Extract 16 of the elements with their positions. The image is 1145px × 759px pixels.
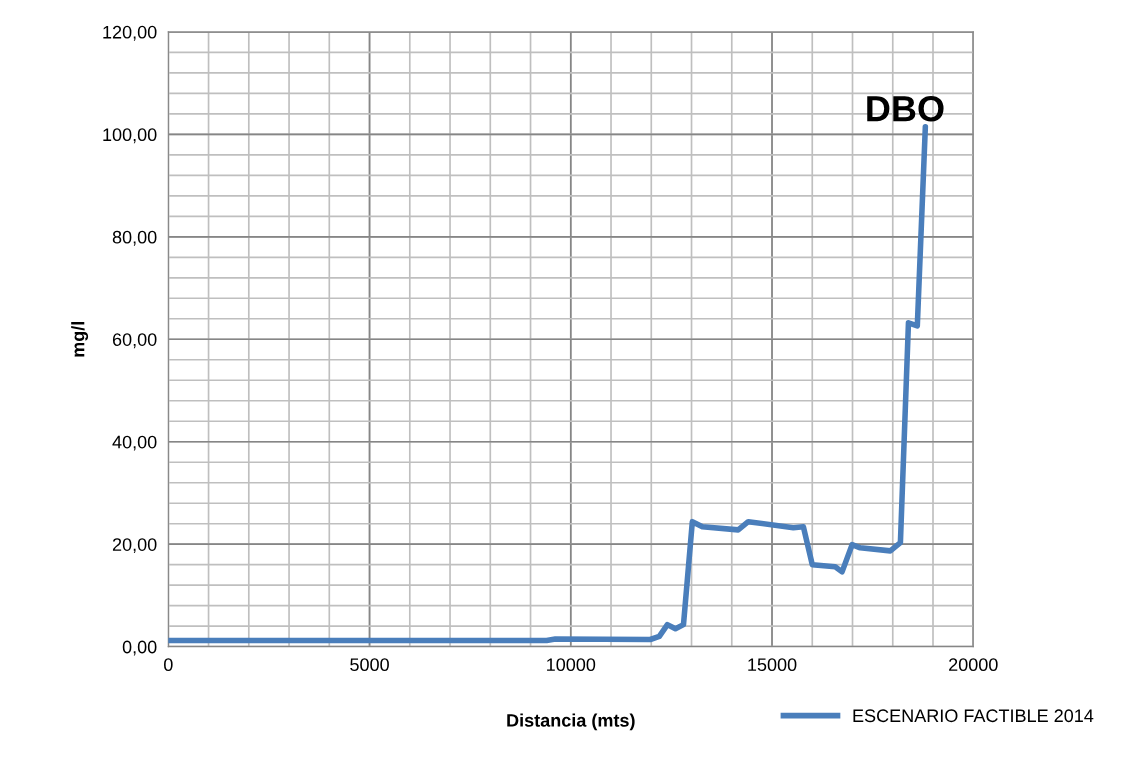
y-tick-label: 100,00 [103,128,157,144]
annotation: DBO [867,95,944,122]
y-tick-label: 80,00 [112,230,157,246]
x-axis-title: Distancia (mts) [507,713,635,731]
y-tick-label: 20,00 [112,538,157,554]
x-tick-label: 5000 [350,658,389,672]
x-tick-label: 10000 [547,658,596,672]
y-axis-title: mg/l [71,321,89,357]
y-tick-label: 120,00 [103,25,157,41]
y-tick-label: 60,00 [112,333,157,349]
y-tick-label: 40,00 [112,435,157,451]
x-tick-label: 0 [164,658,173,672]
x-tick-label: 20000 [949,658,998,672]
x-tick-label: 15000 [748,658,797,672]
legend-label: ESCENARIO FACTIBLE 2014 [853,709,1094,723]
y-tick-label: 0,00 [122,640,157,656]
